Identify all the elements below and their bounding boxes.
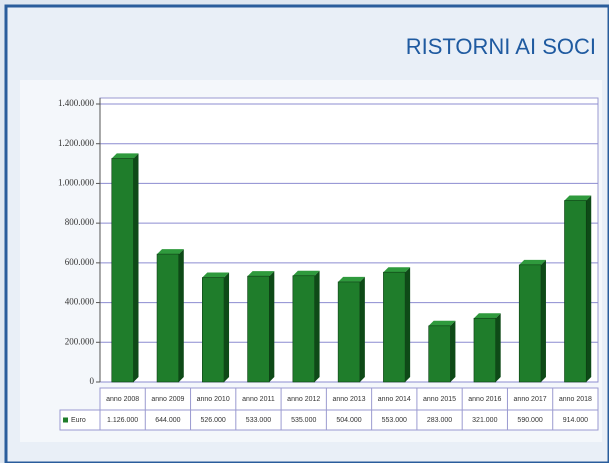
chart-title: RISTORNI AI SOCI [406,34,596,59]
x-tick-label: anno 2013 [332,396,365,403]
y-tick-label: 1.400.000 [58,98,95,108]
bar-top [473,313,501,319]
value-label: 590.000 [517,417,542,424]
bar-top [202,272,230,278]
bar [156,253,180,383]
x-tick-label: anno 2010 [197,396,230,403]
x-tick-label: anno 2014 [378,396,411,403]
bar-side [586,195,592,382]
value-label: 533.000 [246,417,271,424]
bar-top [247,271,275,277]
bar [428,325,451,383]
value-label: 644.000 [155,417,180,424]
bar-side [450,320,456,382]
x-tick-label: anno 2008 [106,396,139,403]
bar [247,275,270,383]
y-tick-label: 600.000 [65,257,95,267]
bar [473,317,496,383]
bar-side [540,259,546,382]
value-label: 526.000 [201,417,226,424]
bar-side [405,267,411,382]
x-tick-label: anno 2015 [423,396,456,403]
legend-swatch [63,417,68,423]
bar-side [224,272,230,382]
bar-top [564,195,592,201]
x-tick-label: anno 2017 [514,396,547,403]
value-label: 504.000 [336,417,361,424]
y-tick-label: 800.000 [65,217,95,227]
bar [518,264,542,383]
bar-top [338,276,365,282]
bar-top [519,259,546,265]
x-tick-label: anno 2018 [559,396,592,403]
bar-top [383,267,411,273]
bar-side [178,249,184,382]
y-tick-label: 1.200.000 [58,138,95,148]
bar-side [314,270,320,382]
x-tick-label: anno 2009 [151,396,184,403]
bar-side [495,313,501,382]
y-tick-label: 200.000 [65,336,95,346]
bar [337,281,361,383]
value-label: 283.000 [427,417,452,424]
value-label: 321.000 [472,417,497,424]
value-label: 553.000 [382,417,407,424]
bar-top [111,153,139,159]
bar-top [428,320,456,326]
x-tick-label: anno 2011 [242,396,275,403]
x-tick-label: anno 2016 [468,396,501,403]
y-tick-label: 0 [90,376,95,386]
bar-top [157,249,184,255]
bar-side [269,271,275,382]
bar-top [292,270,320,276]
bar [202,277,225,383]
bar [564,200,587,383]
value-label: 914.000 [563,417,588,424]
bar-side [359,276,365,382]
bar [292,275,315,383]
x-tick-label: anno 2012 [287,396,320,403]
bar [111,158,134,383]
bar-side [133,153,139,382]
y-tick-label: 400.000 [65,297,95,307]
value-label: 1.126.000 [107,417,138,424]
legend-label: Euro [71,417,86,424]
value-label: 535.000 [291,417,316,424]
y-tick-label: 1.000.000 [58,177,95,187]
bar [383,271,406,383]
